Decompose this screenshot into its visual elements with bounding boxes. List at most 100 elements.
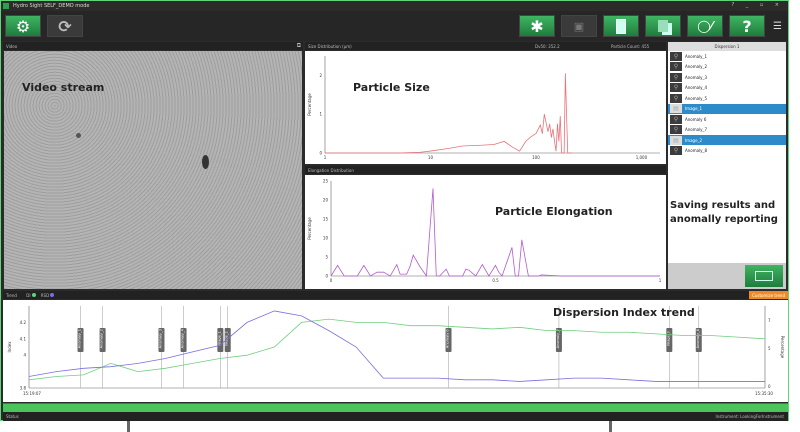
dispersion-list-item[interactable]: ⚲ Anomaly_3: [668, 72, 786, 82]
list-item-label: Image_2: [685, 137, 703, 143]
image-icon: ▤: [670, 104, 682, 113]
data-point: [521, 239, 523, 241]
settings-button[interactable]: ⚙: [5, 15, 41, 37]
data-point: [445, 268, 447, 270]
legend-di-toggle-icon[interactable]: [31, 293, 36, 297]
tablet-button[interactable]: [603, 15, 639, 37]
data-point: [430, 150, 431, 152]
asterisk-button[interactable]: ✱: [519, 15, 555, 37]
dispersion-button[interactable]: ◯⁄: [687, 15, 723, 37]
window-title: Hydro Sight SELF_DEMO mode: [13, 3, 90, 9]
data-point: [337, 265, 338, 266]
y-tick-label: 1: [319, 112, 322, 117]
data-point: [350, 275, 352, 277]
y-right-tick-label: 5: [768, 346, 771, 351]
video-camera-button[interactable]: ▣: [561, 15, 597, 37]
window-controls[interactable]: ? _ ▫ ×: [731, 2, 784, 8]
data-point: [419, 151, 421, 153]
y-axis-label: Percentage: [307, 93, 312, 116]
dispersion-list-item[interactable]: ⚲ Anomaly_4: [668, 83, 786, 93]
size-header-label: Size Distribution (µm): [308, 44, 352, 49]
data-point: [537, 275, 539, 277]
timeline-overview[interactable]: [3, 403, 788, 412]
report-button[interactable]: [745, 265, 783, 287]
y-tick-label: 4.2: [20, 320, 27, 325]
list-item-label: Anomaly_3: [685, 74, 708, 80]
data-point: [557, 123, 558, 125]
anomaly-tag: [180, 328, 187, 352]
data-point: [558, 141, 560, 142]
data-point: [555, 150, 557, 152]
data-point: [514, 275, 516, 277]
dispersion-list-item[interactable]: ⚲ Anomaly_5: [668, 93, 786, 103]
copy-button[interactable]: [645, 15, 681, 37]
video-overlay-label: Video stream: [22, 81, 105, 94]
help-button[interactable]: ?: [729, 15, 765, 37]
video-header: Video ⧉: [3, 42, 303, 50]
data-point: [569, 152, 571, 154]
data-point: [343, 275, 345, 277]
settings-gears-icon: ⚙: [15, 16, 31, 36]
legend-di[interactable]: DI: [26, 293, 31, 298]
data-point: [559, 115, 561, 117]
dispersion-header: Dispersion 1: [668, 42, 786, 51]
data-point: [412, 254, 414, 256]
y-tick-label: 5: [325, 255, 328, 260]
list-item-label: Anomaly_1: [685, 53, 708, 59]
dispersion-list-item[interactable]: ⚲ Anomaly 6: [668, 114, 786, 124]
y-right-axis-label: Percentage: [780, 336, 785, 359]
anomaly-tag: [445, 328, 452, 352]
anomaly-tag: [555, 328, 562, 352]
anomaly-label: Image_2: [225, 331, 229, 346]
image-icon: ▤: [670, 135, 682, 145]
size-overlay-label: Particle Size: [353, 81, 430, 94]
y-tick-label: 20: [323, 198, 329, 203]
trend-overlay-label: Dispersion Index trend: [553, 306, 695, 319]
y-axis-label: Percentage: [307, 217, 312, 240]
dispersion-list-item[interactable]: ▤ Image_1: [668, 103, 786, 114]
refresh-icon: ⟳: [58, 16, 72, 36]
data-point: [488, 275, 490, 277]
list-item-label: Anomaly 6: [685, 116, 707, 122]
data-point: [549, 123, 550, 125]
popout-icon[interactable]: ⧉: [296, 42, 301, 49]
data-point: [519, 150, 520, 152]
data-point: [571, 152, 573, 154]
help-icon: ?: [742, 16, 752, 36]
trend-chart: 3.8 4 4.1 4.2 0 5 7 Index Percentage 15:19:07 15:3…: [3, 300, 788, 402]
data-point: [518, 275, 519, 277]
anomaly-label: Anomaly_3: [158, 329, 162, 348]
data-point: [462, 275, 463, 277]
anomaly-label: Anomaly_4: [181, 328, 185, 348]
list-item-label: Anomaly_7: [685, 127, 708, 132]
legend-rsd[interactable]: RSD: [40, 293, 50, 298]
data-point: [568, 152, 570, 154]
data-point: [396, 264, 398, 265]
magnifier-icon: ⚲: [670, 83, 682, 92]
data-point: [528, 275, 529, 277]
app-logo-icon: [3, 3, 9, 9]
y-tick-label: 4.1: [20, 336, 27, 341]
elong-header: Elongation Distribution: [305, 166, 666, 174]
dispersion-list-item[interactable]: ⚲ Anomaly_8: [668, 146, 786, 156]
data-point: [363, 265, 365, 266]
user-icon[interactable]: ☰: [773, 21, 782, 32]
x-tick-label: 0: [330, 278, 333, 283]
dispersion-list-item[interactable]: ⚲ Anomaly_7: [668, 125, 786, 135]
data-point: [389, 275, 391, 277]
legend-rsd-toggle-icon[interactable]: [50, 293, 55, 297]
instrument-status: Instrument: LookingForInstrument: [715, 414, 784, 419]
data-point: [383, 271, 384, 273]
dispersion-list-item[interactable]: ⚲ Anomaly_1: [668, 51, 786, 61]
y-tick-label: 3.8: [20, 386, 27, 391]
data-point: [503, 141, 505, 142]
dispersion-list-item[interactable]: ▤ Image_2: [668, 135, 786, 145]
y-right-tick-label: 7: [768, 318, 771, 323]
dispersion-list-item[interactable]: ⚲ Anomaly_2: [668, 62, 786, 72]
data-point: [659, 275, 661, 277]
refresh-button[interactable]: ⟳: [47, 15, 83, 37]
customize-trend-button[interactable]: Customize trend: [749, 291, 788, 299]
data-point: [511, 247, 513, 248]
list-item-label: Image_1: [685, 106, 703, 111]
x-end-label: 15:35:30: [755, 391, 773, 396]
